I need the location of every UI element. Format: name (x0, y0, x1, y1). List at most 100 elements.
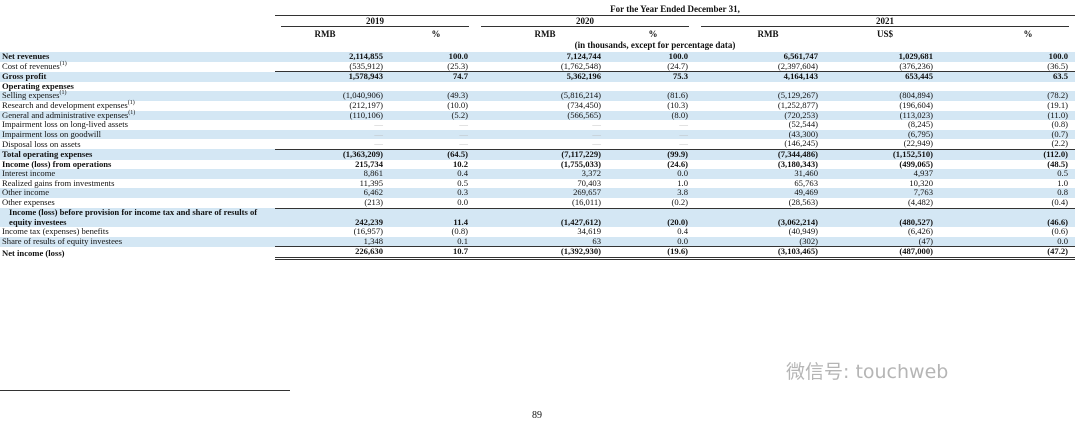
table-row: Selling expenses(1) (1,040,906) (49.3) (5,8… (0, 91, 1075, 101)
table-row: Total operating expenses (1,363,209) (64.5… (0, 148, 1075, 160)
row-label-text: Net revenues (2, 51, 50, 61)
cell: — (592, 138, 601, 149)
cell: (0.7) (940, 129, 1075, 140)
row-label-text: Net income (loss) (2, 247, 65, 258)
table-row: Operating expenses (0, 81, 1075, 92)
cell: 0.5 (457, 177, 468, 188)
cell: (535,912) (349, 60, 383, 71)
cell: (5.2) (390, 110, 475, 121)
cell: (7,117,229) (475, 148, 608, 160)
column-label: RMB (534, 29, 556, 39)
cell: (25.3) (447, 60, 468, 71)
cell: 11.4 (390, 207, 475, 228)
row-label: Impairment loss on goodwill (0, 128, 275, 140)
cell: 10.2 (452, 158, 468, 169)
cell: 6,561,747 (695, 51, 825, 62)
cell: (0.8) (1051, 119, 1068, 130)
cell: 10.7 (390, 246, 475, 260)
column-label: % (1023, 29, 1033, 39)
cell: 0.0 (940, 236, 1075, 247)
row-label: Cost of revenues(1) (0, 61, 275, 72)
cell: 7,124,744 (475, 51, 608, 62)
cell: (804,894) (825, 91, 940, 101)
cell: — (275, 129, 390, 140)
cell: 1,348 (275, 236, 390, 247)
cell: (20.0) (608, 207, 695, 228)
cell: 70,403 (577, 177, 601, 188)
cell: 1,578,943 (275, 71, 390, 82)
watermark: 微信号: touchweb (786, 361, 949, 383)
cell: (0.2) (671, 196, 688, 207)
cell: (19.6) (608, 246, 695, 260)
cell: (28,563) (788, 196, 818, 207)
row-label-text: Other income (2, 187, 50, 198)
cell: (47) (825, 236, 940, 247)
table-row: General and administrative expenses(1) (1… (0, 109, 1075, 121)
income-table: Net revenues 2,114,855 100.0 7,124,744 100.0… (0, 51, 1075, 260)
cell: (302) (695, 236, 825, 247)
row-label-text: Impairment loss on goodwill (2, 128, 102, 139)
table-row: Net income (loss) 226,630 10.7 (1,392,930)(… (0, 246, 1075, 260)
cell: (7,344,486) (695, 148, 825, 160)
cell: (1,040,906) (275, 91, 390, 101)
cell: 8,861 (275, 169, 390, 179)
cell: 6,462 (275, 188, 390, 198)
row-label: Impairment loss on long-lived assets (0, 119, 275, 130)
cell: (1,427,612) (475, 207, 608, 228)
cell: 1.0 (1057, 177, 1068, 188)
table-row: Other income 6,462 0.3 269,657 3.8 49,469 7,76… (0, 188, 1075, 198)
row-label-text: Income (loss) before provision for incom… (9, 207, 258, 227)
cell: 3,372 (475, 169, 608, 179)
table-row: Impairment loss on long-lived assets — — — —… (0, 119, 1075, 130)
cell: 100.0 (608, 51, 695, 62)
cell: (720,253) (695, 110, 825, 121)
cell: (1,152,510) (825, 148, 940, 160)
cell: 49,469 (695, 188, 825, 198)
footnote-ref: (1) (59, 90, 67, 97)
table-row: Gross profit 1,578,943 74.7 5,362,196 75.3 4,… (0, 71, 1075, 82)
cell: (196,604) (899, 99, 933, 110)
table-row: Realized gains from investments 11,395 0.5… (0, 177, 1075, 189)
column-label: RMB (757, 29, 779, 39)
cell: (1,252,877) (777, 99, 818, 110)
cell: (22,949) (903, 138, 933, 149)
cell: 34,619 (577, 226, 601, 237)
cell: (112.0) (940, 148, 1075, 160)
table-row: Cost of revenues(1) (535,912) (25.3) (1,762… (0, 60, 1075, 72)
cell: 31,460 (695, 169, 825, 179)
cell: — (679, 138, 688, 149)
cell: (734,450) (567, 99, 601, 110)
row-label: Disposal loss on assets (0, 139, 275, 149)
cell: 0.1 (390, 236, 475, 247)
table-row: Disposal loss on assets — — — — (146,245) (22,… (0, 138, 1075, 149)
cell: 653,445 (825, 71, 940, 82)
cell: 0.5 (940, 169, 1075, 179)
cell: — (608, 129, 695, 140)
cell: 226,630 (275, 246, 390, 260)
cell: 0.3 (390, 188, 475, 198)
column-label: % (648, 29, 658, 39)
cell: 100.0 (940, 51, 1075, 62)
column-label: US$ (876, 29, 893, 39)
cell: (113,023) (825, 110, 940, 121)
row-label-text: General and administrative expenses (2, 109, 129, 120)
cell: (24.6) (667, 158, 688, 169)
year-label: 2020 (481, 16, 689, 27)
cell: 0.8 (940, 188, 1075, 198)
table-row: Interest income 8,861 0.4 3,372 0.0 31,460 4,9… (0, 168, 1075, 179)
table-row: Income tax (expenses) benefits (16,957) (0… (0, 226, 1075, 237)
row-label-text: Disposal loss on assets (2, 138, 81, 149)
cell: (43,300) (695, 129, 825, 140)
cell: (1,762,548) (560, 60, 601, 71)
row-label-text: Total operating expenses (2, 148, 93, 159)
row-label: Other income (0, 188, 275, 198)
cell: (46.6) (940, 207, 1075, 228)
cell: (6,795) (825, 129, 940, 140)
row-label: Research and development expenses(1) (0, 100, 275, 111)
row-label: Net revenues (0, 51, 275, 62)
cell: (10.0) (447, 99, 468, 110)
footnote-ref: (1) (127, 100, 135, 107)
cell: — (592, 119, 601, 130)
cell: 2,114,855 (275, 51, 390, 62)
